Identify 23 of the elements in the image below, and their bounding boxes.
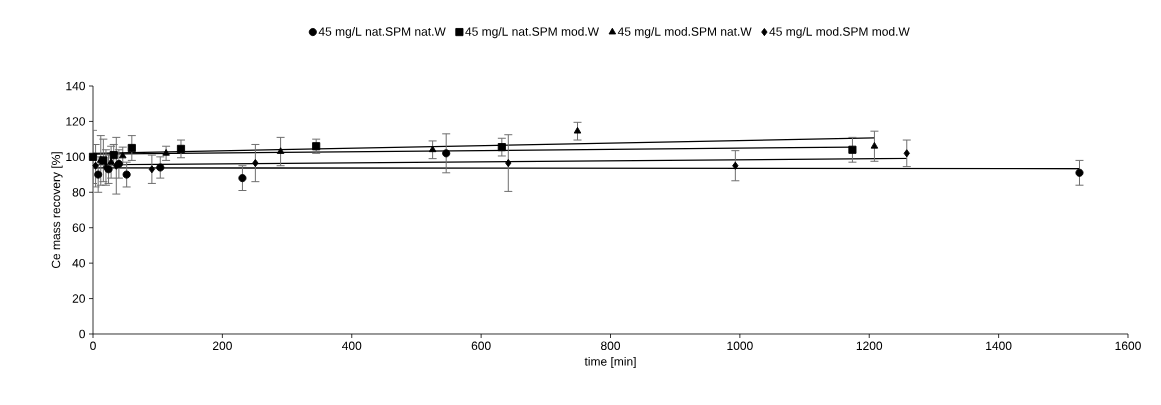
y-tick-label: 40 [72,258,86,268]
y-tick-label: 20 [72,294,86,303]
x-tick-label: 0 [90,341,96,351]
y-tick-label: 100 [66,152,85,162]
x-tick-label: 800 [601,341,621,351]
legend-label: 45 mg/L nat.SPM mod.W [465,26,599,39]
y-tick-label: 60 [72,223,86,232]
x-axis-title: time [min] [584,356,636,369]
legend-label: 45 mg/L mod.SPM mod.W [769,26,910,39]
x-tick-label: 1400 [986,341,1012,351]
x-tick-label: 600 [471,341,491,351]
y-tick-label: 80 [72,188,86,197]
x-tick-label: 1000 [727,341,753,351]
x-tick-label: 400 [342,341,362,351]
y-tick-label: 0 [79,329,86,339]
x-tick-label: 200 [212,341,232,351]
legend-label: 45 mg/L mod.SPM nat.W [617,26,752,39]
legend-label: 45 mg/L nat.SPM nat.W [318,26,446,39]
y-tick-label: 140 [66,81,85,91]
x-tick-label: 1600 [1115,341,1141,351]
x-tick-label: 1200 [856,341,883,351]
y-tick-label: 120 [66,117,85,126]
y-axis-title: Ce mass recovery [%] [51,152,63,269]
